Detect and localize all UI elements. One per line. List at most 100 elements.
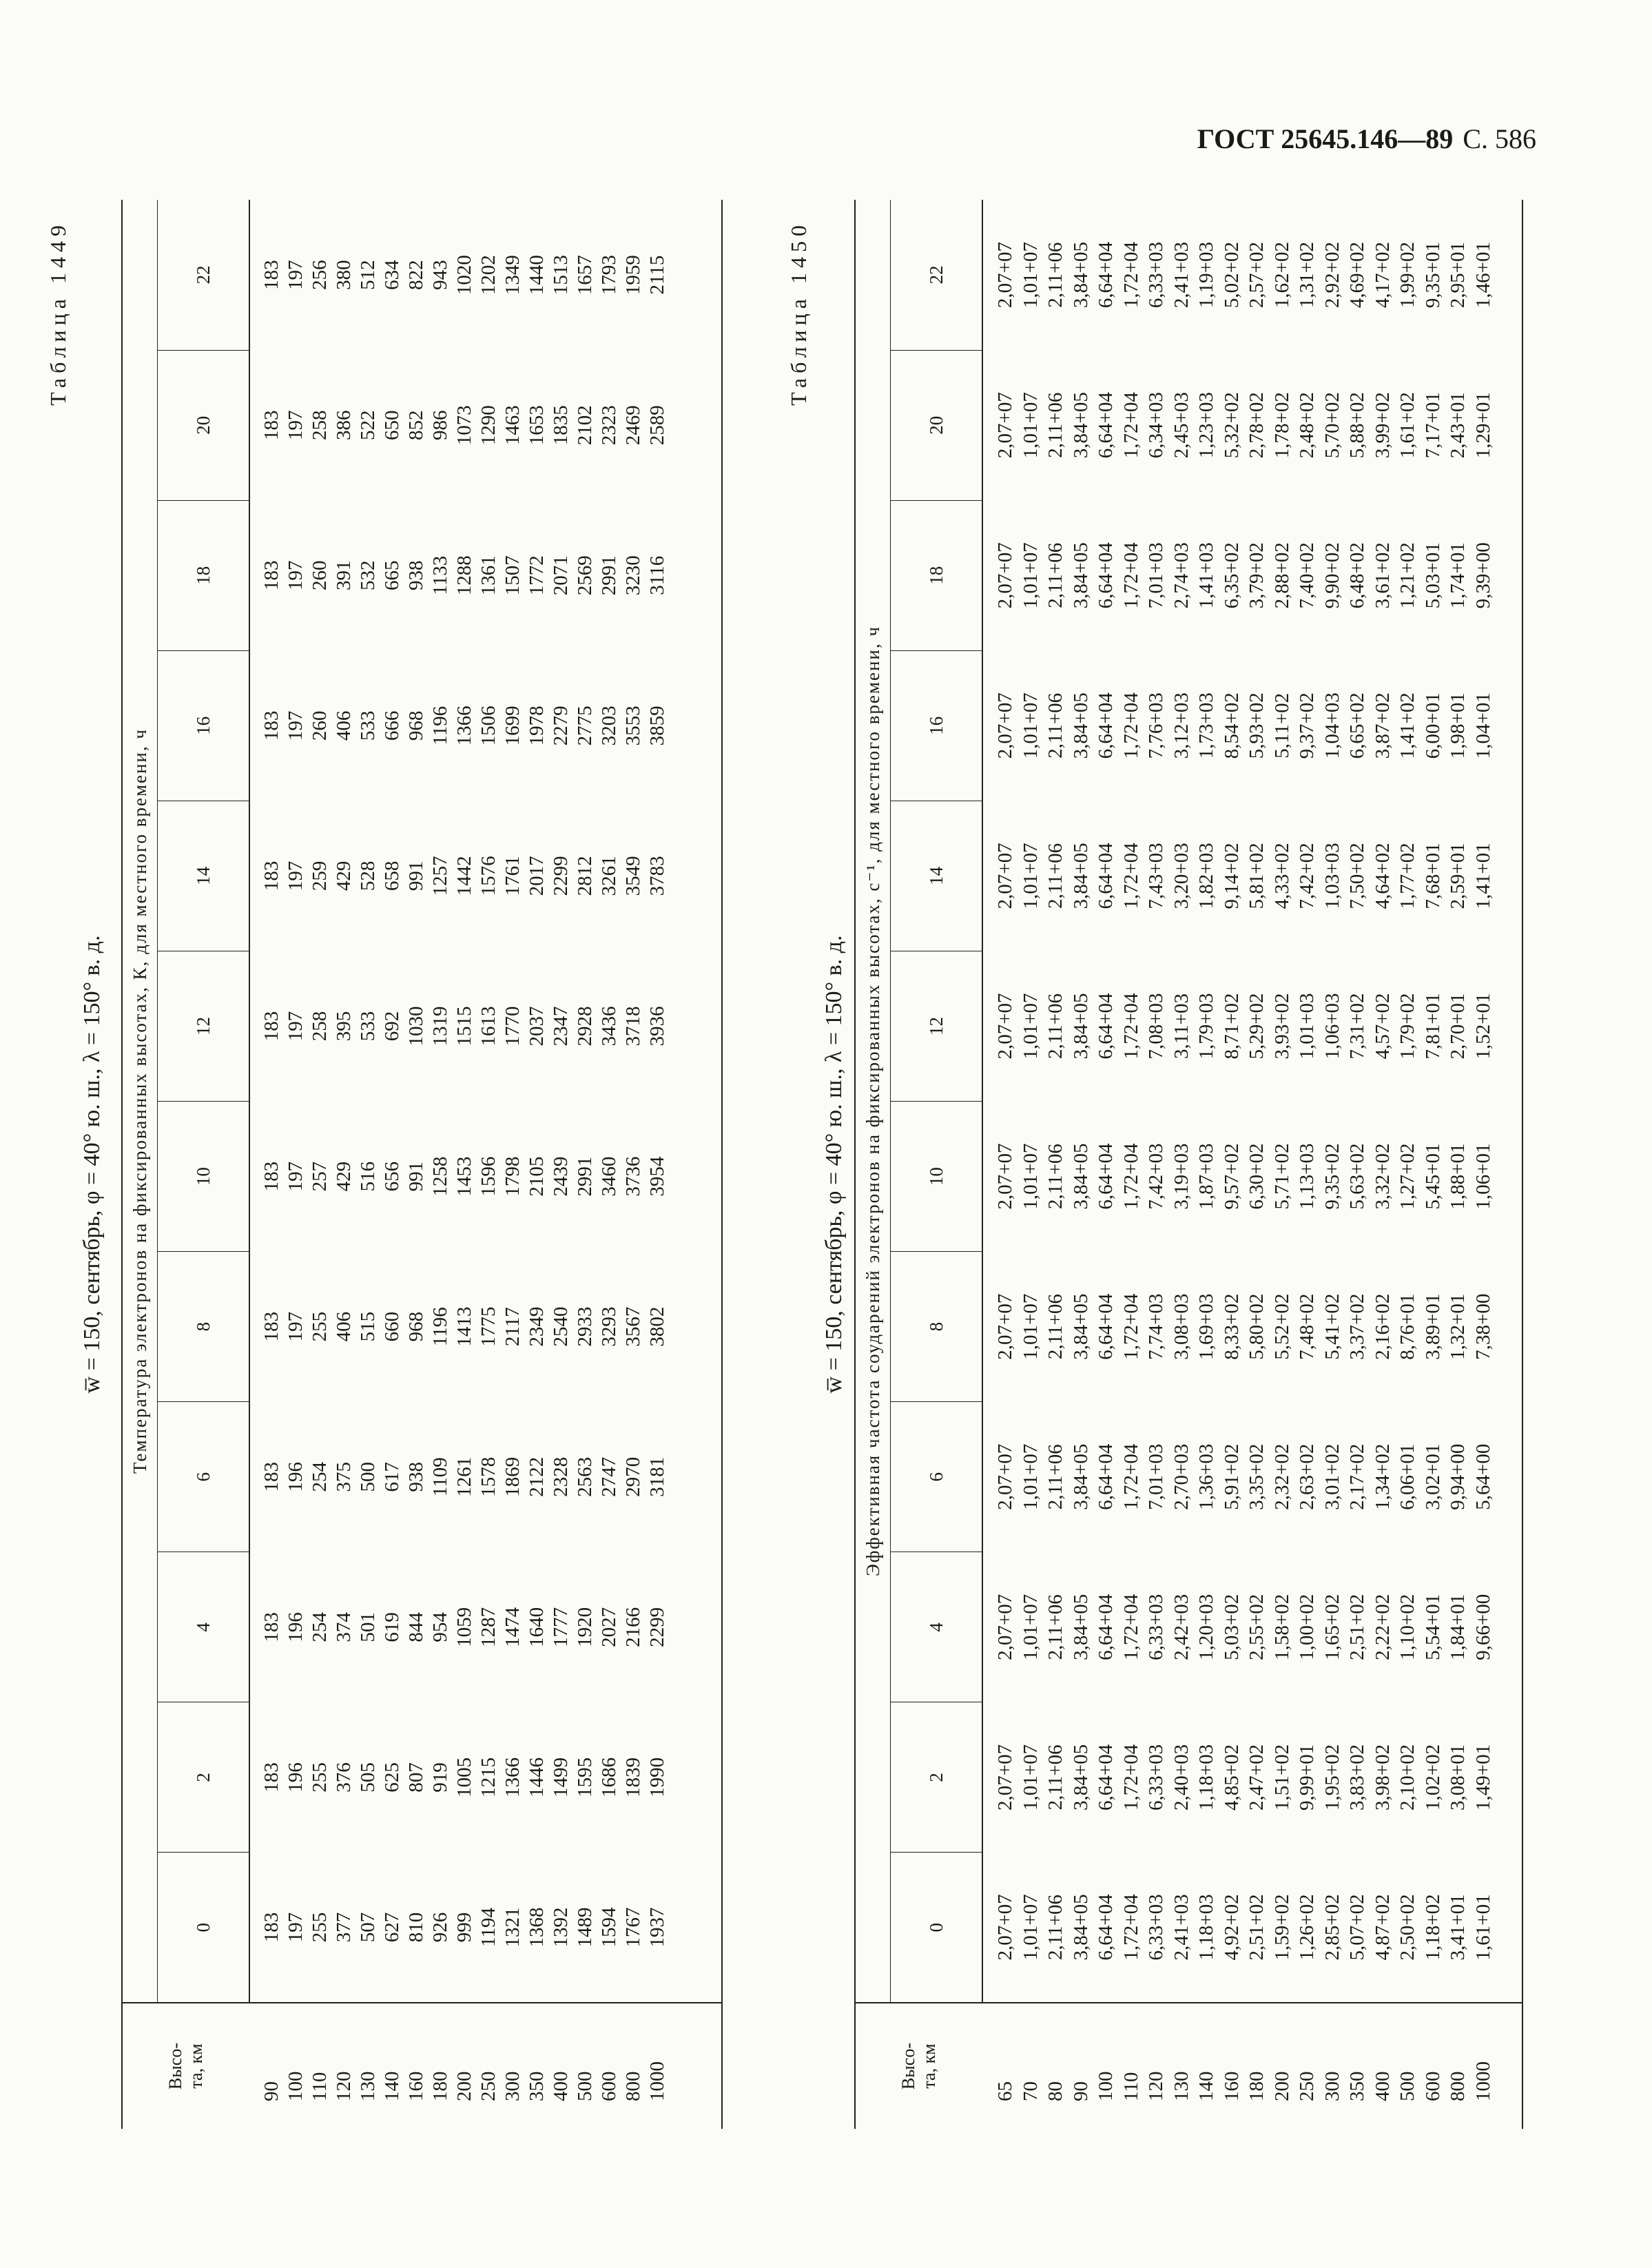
value-cell: 1761: [502, 856, 524, 896]
value-cell: 2933: [574, 1306, 596, 1347]
value-cell: 1020: [453, 255, 475, 296]
height-cell: 1000: [646, 2003, 722, 2129]
value-cell: 1657: [574, 255, 596, 296]
header-row: 0 2 4 6 8 10 12 14 16 18 20 22: [157, 200, 249, 2129]
data-table: Высо-та, км Эффективная частота соударени…: [854, 200, 1523, 2129]
value-cell: 7,01+03: [1145, 542, 1167, 609]
value-cell: 6,64+04: [1095, 1894, 1117, 1961]
value-cell: 6,64+04: [1095, 1594, 1117, 1660]
value-cell: 183: [260, 860, 282, 891]
value-cell: 5,81+02: [1246, 843, 1268, 909]
value-cell: 391: [333, 560, 355, 591]
value-cell: 1,51+02: [1270, 1744, 1293, 1811]
value-cell: 7,68+01: [1421, 843, 1444, 909]
value-cell: 3,84+05: [1069, 1594, 1092, 1660]
value-cell: 3,99+02: [1371, 392, 1394, 459]
table-title: w̅ = 150, сентябрь, φ = 40° ю. ш., λ = 1…: [79, 935, 105, 1394]
value-cell: 5,03+02: [1220, 1594, 1243, 1660]
value-cell: 1,21+02: [1396, 542, 1418, 609]
value-cell: 1,01+07: [1019, 392, 1042, 459]
value-cell: 1,88+01: [1447, 1143, 1469, 1210]
value-cell: 627: [381, 1912, 403, 1943]
value-cell: 7,17+01: [1421, 392, 1444, 459]
data-row: 180 2,51+02 2,47+02 2,55+02 3,35+02 5,80+02 6,…: [1244, 200, 1270, 2129]
value-cell: 6,33+03: [1145, 1894, 1167, 1961]
value-cell: 2,88+02: [1270, 542, 1293, 609]
value-cell: 1442: [453, 856, 475, 896]
time-header: 18: [890, 500, 982, 651]
value-cell: 1513: [550, 255, 572, 296]
value-cell: 1978: [526, 705, 548, 746]
header-row: Высо-та, км Эффективная частота соударени…: [855, 200, 982, 2129]
value-cell: 2,11+06: [1044, 542, 1066, 608]
value-cell: 3203: [598, 705, 620, 746]
table-frame: Таблица 1449 w̅ = 150, сентябрь, φ = 40°…: [41, 200, 730, 2129]
value-cell: 183: [260, 560, 282, 591]
height-cell: 180: [1244, 2003, 1270, 2129]
value-cell: 3802: [646, 1306, 668, 1347]
value-cell: 3,84+05: [1069, 542, 1092, 609]
value-cell: 3,12+03: [1170, 692, 1192, 759]
value-cell: 1515: [453, 1006, 475, 1047]
value-cell: 183: [260, 1762, 282, 1793]
value-cell: 3,79+02: [1246, 542, 1268, 609]
value-cell: 1699: [502, 705, 524, 746]
value-cell: 1,10+02: [1396, 1594, 1418, 1660]
value-cell: 1,03+03: [1321, 843, 1343, 909]
value-cell: 2,48+02: [1296, 392, 1318, 459]
table-label: Таблица 1449: [45, 220, 70, 406]
value-cell: 1,72+04: [1119, 392, 1142, 459]
value-cell: 3,19+03: [1170, 1143, 1192, 1210]
height-cell: 100: [1093, 2003, 1119, 2129]
data-row: 200 1,59+02 1,51+02 1,58+02 2,32+02 5,52+02 5,…: [1269, 200, 1294, 2129]
value-cell: 2,51+02: [1246, 1894, 1268, 1961]
value-cell: 522: [357, 410, 379, 440]
value-cell: 938: [405, 560, 427, 591]
value-cell: 2,40+03: [1170, 1744, 1192, 1811]
value-cell: 1,49+01: [1472, 1744, 1494, 1811]
value-cell: 197: [285, 710, 307, 741]
value-cell: 650: [381, 410, 403, 440]
value-cell: 7,42+03: [1145, 1143, 1167, 1210]
value-cell: 1,87+03: [1195, 1143, 1217, 1210]
value-cell: 1,72+04: [1119, 242, 1142, 309]
value-cell: 2,95+01: [1447, 242, 1469, 309]
page-header: ГОСТ 25645.146—89 С. 586: [1102, 123, 1536, 155]
group-header: Температура электронов на фиксированных …: [122, 200, 158, 2003]
value-cell: 2,55+02: [1246, 1594, 1268, 1660]
height-cell: 600: [1420, 2003, 1445, 2129]
value-cell: 3,84+05: [1069, 242, 1092, 309]
value-cell: 1,58+02: [1270, 1594, 1293, 1660]
value-cell: 2991: [598, 555, 620, 596]
value-cell: 1,31+02: [1296, 242, 1318, 309]
value-cell: 3,41+01: [1447, 1894, 1469, 1961]
value-cell: 3,84+05: [1069, 692, 1092, 759]
value-cell: 4,57+02: [1371, 993, 1394, 1060]
value-cell: 2,57+02: [1246, 242, 1268, 309]
value-cell: 5,29+02: [1246, 993, 1268, 1060]
time-header: 4: [157, 1551, 249, 1702]
value-cell: 1595: [574, 1757, 596, 1797]
value-cell: 1,20+03: [1195, 1594, 1217, 1660]
value-cell: 1,98+01: [1447, 692, 1469, 759]
value-cell: 7,74+03: [1145, 1293, 1167, 1360]
value-cell: 1,27+02: [1396, 1143, 1418, 1210]
value-cell: 258: [309, 410, 331, 440]
value-cell: 2,07+07: [994, 1293, 1016, 1360]
value-cell: 3,08+01: [1447, 1744, 1469, 1811]
value-cell: 3,84+05: [1069, 1143, 1092, 1210]
value-cell: 1596: [477, 1156, 499, 1197]
value-cell: 6,33+03: [1145, 1594, 1167, 1660]
time-header: 0: [157, 1852, 249, 2003]
value-cell: 3,84+05: [1069, 1293, 1092, 1360]
value-cell: 257: [309, 1161, 331, 1192]
value-cell: 2,74+03: [1170, 542, 1192, 609]
height-cell: 160: [1219, 2003, 1244, 2129]
value-cell: 255: [309, 1912, 331, 1943]
height-cell: 800: [621, 2003, 646, 2129]
value-cell: 1,61+01: [1472, 1894, 1494, 1961]
value-cell: 3116: [646, 555, 668, 595]
value-cell: 1,72+04: [1119, 1293, 1142, 1360]
value-cell: 2,45+03: [1170, 392, 1192, 459]
value-cell: 6,64+04: [1095, 1293, 1117, 1360]
